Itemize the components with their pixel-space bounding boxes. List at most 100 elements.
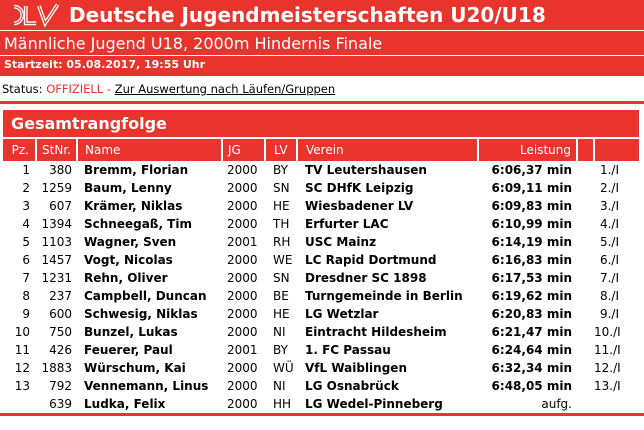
cell-spacer	[577, 287, 594, 305]
cell-lv: SN	[273, 271, 290, 285]
col-header-heat	[593, 139, 639, 161]
cell-pz: 6	[22, 253, 30, 267]
cell-pz: 13	[14, 379, 30, 393]
table-row: 3 607 Krämer, Niklas 2000 HE Wiesbadener LV 6:…	[3, 197, 639, 215]
cell-jg: 2000	[227, 289, 258, 303]
col-header-pz: Pz.	[3, 139, 36, 161]
section-title-band: Gesamtrangfolge	[3, 110, 639, 137]
col-header-jg: JG	[221, 139, 265, 161]
table-row: 4 1394 Schneegaß, Tim 2000 TH Erfurter LAC 6:1…	[3, 215, 639, 233]
cell-lv: HE	[273, 307, 290, 321]
cell-spacer	[577, 341, 594, 359]
cell-verein: LG Wedel-Pinneberg	[305, 397, 443, 411]
divider-top	[0, 73, 644, 76]
cell-verein: VfL Waiblingen	[305, 361, 407, 375]
cell-leistung: 6:24,64 min	[491, 343, 572, 357]
cell-spacer	[577, 323, 594, 341]
page-title: Deutsche Jugendmeisterschaften U20/U18	[69, 3, 546, 27]
cell-leistung: 6:10,99 min	[491, 217, 572, 231]
cell-leistung: 6:09,11 min	[491, 181, 572, 195]
results-table: Pz. StNr. Name JG LV Verein Leistung 1 38…	[3, 139, 639, 413]
cell-name: Schneegaß, Tim	[84, 217, 192, 231]
cell-spacer	[577, 251, 594, 269]
cell-stnr: 1394	[41, 217, 72, 231]
cell-stnr: 1103	[41, 235, 72, 249]
dlv-logo-icon	[5, 2, 59, 28]
cell-heat: 2./I	[599, 181, 619, 195]
cell-name: Ludka, Felix	[84, 397, 166, 411]
table-row: 5 1103 Wagner, Sven 2001 RH USC Mainz 6:14,19 …	[3, 233, 639, 251]
cell-jg: 2001	[227, 235, 258, 249]
cell-jg: 2000	[227, 397, 258, 411]
table-row: 2 1259 Baum, Lenny 2000 SN SC DHfK Leipzig 6:0…	[3, 179, 639, 197]
cell-jg: 2000	[227, 361, 258, 375]
cell-pz: 11	[14, 343, 30, 357]
cell-jg: 2000	[227, 307, 258, 321]
cell-lv: RH	[273, 235, 291, 249]
status-label: Status:	[2, 82, 43, 96]
cell-leistung: aufg.	[541, 397, 572, 411]
table-row: 1 380 Bremm, Florian 2000 BY TV Leutershausen…	[3, 161, 639, 179]
cell-heat: 8./I	[599, 289, 619, 303]
cell-pz: 7	[22, 271, 30, 285]
cell-verein: 1. FC Passau	[305, 343, 391, 357]
status-line: Status: OFFIZIELL - Zur Auswertung nach …	[0, 76, 644, 101]
cell-heat: 6./I	[599, 253, 619, 267]
cell-name: Vogt, Nicolas	[84, 253, 173, 267]
cell-lv: BY	[273, 343, 288, 357]
cell-heat: 10./I	[594, 325, 621, 339]
cell-spacer	[577, 395, 594, 413]
cell-name: Rehn, Oliver	[84, 271, 168, 285]
cell-spacer	[577, 215, 594, 233]
cell-jg: 2000	[227, 379, 258, 393]
cell-lv: WÜ	[273, 361, 294, 375]
cell-name: Baum, Lenny	[84, 181, 172, 195]
col-header-leistung: Leistung	[477, 139, 577, 161]
cell-verein: Eintracht Hildesheim	[305, 325, 447, 339]
cell-lv: NI	[273, 325, 286, 339]
cell-leistung: 6:21,47 min	[491, 325, 572, 339]
cell-pz	[3, 395, 36, 413]
event-banner: Männliche Jugend U18, 2000m Hindernis Fi…	[0, 31, 644, 55]
cell-stnr: 380	[49, 163, 72, 177]
cell-verein: Turngemeinde in Berlin	[305, 289, 463, 303]
cell-lv: TH	[273, 217, 290, 231]
cell-lv: NI	[273, 379, 286, 393]
cell-jg: 2000	[227, 271, 258, 285]
cell-jg: 2000	[227, 253, 258, 267]
cell-name: Würschum, Kai	[84, 361, 186, 375]
cell-heat	[594, 395, 639, 413]
cell-leistung: 6:19,62 min	[491, 289, 572, 303]
cell-jg: 2000	[227, 199, 258, 213]
cell-lv: HH	[273, 397, 292, 411]
cell-heat: 1./I	[599, 163, 619, 177]
col-header-lv: LV	[264, 139, 297, 161]
cell-stnr: 1457	[41, 253, 72, 267]
cell-stnr: 607	[49, 199, 72, 213]
table-row: 6 1457 Vogt, Nicolas 2000 WE LC Rapid Dortmun…	[3, 251, 639, 269]
cell-verein: SC DHfK Leipzig	[305, 181, 414, 195]
cell-leistung: 6:16,83 min	[491, 253, 572, 267]
cell-pz: 10	[14, 325, 30, 339]
table-row: 639 Ludka, Felix 2000 HH LG Wedel-Pinneberg a…	[3, 395, 639, 413]
cell-jg: 2000	[227, 325, 258, 339]
cell-lv: HE	[273, 199, 290, 213]
start-time: Startzeit: 05.08.2017, 19:55 Uhr	[4, 58, 206, 71]
cell-heat: 11./I	[594, 343, 621, 357]
status-link[interactable]: Zur Auswertung nach Läufen/Gruppen	[114, 82, 336, 96]
cell-pz: 4	[22, 217, 30, 231]
cell-verein: LG Osnabrück	[305, 379, 399, 393]
cell-verein: Dresdner SC 1898	[305, 271, 427, 285]
cell-leistung: 6:14,19 min	[491, 235, 572, 249]
cell-jg: 2000	[227, 163, 258, 177]
cell-name: Feuerer, Paul	[84, 343, 173, 357]
cell-name: Campbell, Duncan	[84, 289, 207, 303]
section-title: Gesamtrangfolge	[11, 114, 167, 133]
cell-name: Bremm, Florian	[84, 163, 189, 177]
cell-lv: WE	[273, 253, 293, 267]
cell-heat: 12./I	[594, 361, 621, 375]
cell-spacer	[577, 305, 594, 323]
col-header-spacer	[576, 139, 594, 161]
cell-spacer	[577, 359, 594, 377]
cell-heat: 4./I	[599, 217, 619, 231]
